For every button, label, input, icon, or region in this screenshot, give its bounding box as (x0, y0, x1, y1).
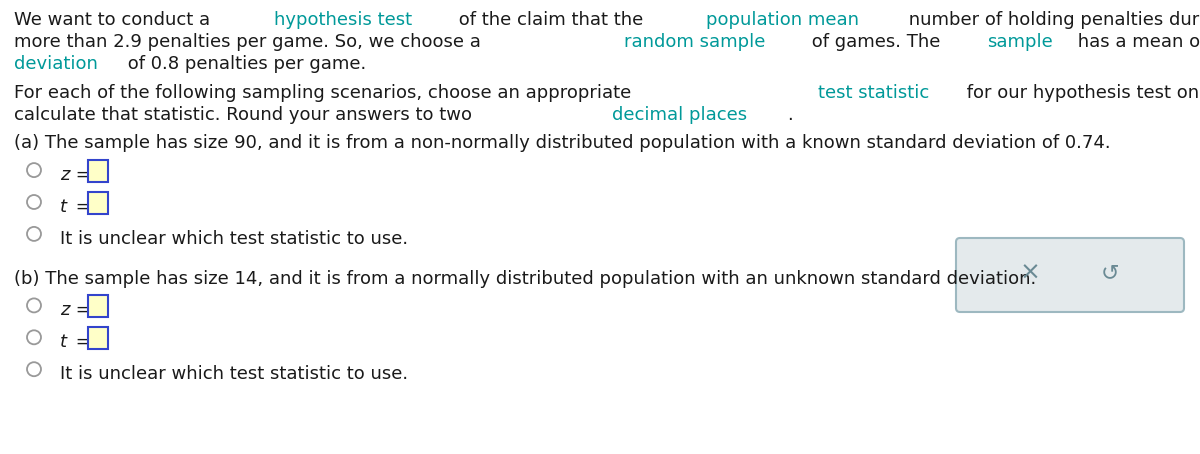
Text: It is unclear which test statistic to use.: It is unclear which test statistic to us… (60, 230, 408, 248)
Text: of games. The: of games. The (806, 33, 947, 51)
Text: random sample: random sample (624, 33, 766, 51)
Text: decimal places: decimal places (612, 106, 748, 123)
FancyBboxPatch shape (88, 327, 108, 349)
Text: of the claim that the: of the claim that the (452, 11, 649, 29)
Text: (a) The sample has size 90, and it is from a non-normally distributed population: (a) The sample has size 90, and it is fr… (14, 134, 1111, 152)
Text: has a mean of 3 penalties per game and a: has a mean of 3 penalties per game and a (1072, 33, 1200, 51)
Text: z: z (60, 301, 70, 320)
Text: more than 2.9 penalties per game. So, we choose a: more than 2.9 penalties per game. So, we… (14, 33, 487, 51)
Text: We want to conduct a: We want to conduct a (14, 11, 216, 29)
FancyBboxPatch shape (88, 296, 108, 317)
Text: for our hypothesis test on the population mean. Then: for our hypothesis test on the populatio… (961, 84, 1200, 102)
Text: sample: sample (988, 33, 1052, 51)
Text: It is unclear which test statistic to use.: It is unclear which test statistic to us… (60, 365, 408, 383)
Text: .: . (787, 106, 792, 123)
Text: ↺: ↺ (1100, 263, 1118, 283)
Text: calculate that statistic. Round your answers to two: calculate that statistic. Round your ans… (14, 106, 478, 123)
Text: =: = (70, 333, 96, 351)
Text: t: t (60, 333, 67, 351)
Text: =: = (70, 198, 96, 216)
Text: test statistic: test statistic (818, 84, 929, 102)
Text: deviation: deviation (14, 55, 98, 73)
Text: of 0.8 penalties per game.: of 0.8 penalties per game. (122, 55, 366, 73)
Text: =: = (70, 301, 96, 320)
Text: ×: × (1020, 261, 1040, 285)
Text: hypothesis test: hypothesis test (275, 11, 413, 29)
FancyBboxPatch shape (956, 238, 1184, 312)
Text: (b) The sample has size 14, and it is from a normally distributed population wit: (b) The sample has size 14, and it is fr… (14, 270, 1037, 287)
Text: t: t (60, 198, 67, 216)
FancyBboxPatch shape (88, 192, 108, 214)
Text: =: = (70, 166, 96, 184)
Text: z: z (60, 166, 70, 184)
FancyBboxPatch shape (88, 160, 108, 182)
Text: For each of the following sampling scenarios, choose an appropriate: For each of the following sampling scena… (14, 84, 637, 102)
Text: number of holding penalties during a college football game is: number of holding penalties during a col… (904, 11, 1200, 29)
Text: population mean: population mean (706, 11, 859, 29)
